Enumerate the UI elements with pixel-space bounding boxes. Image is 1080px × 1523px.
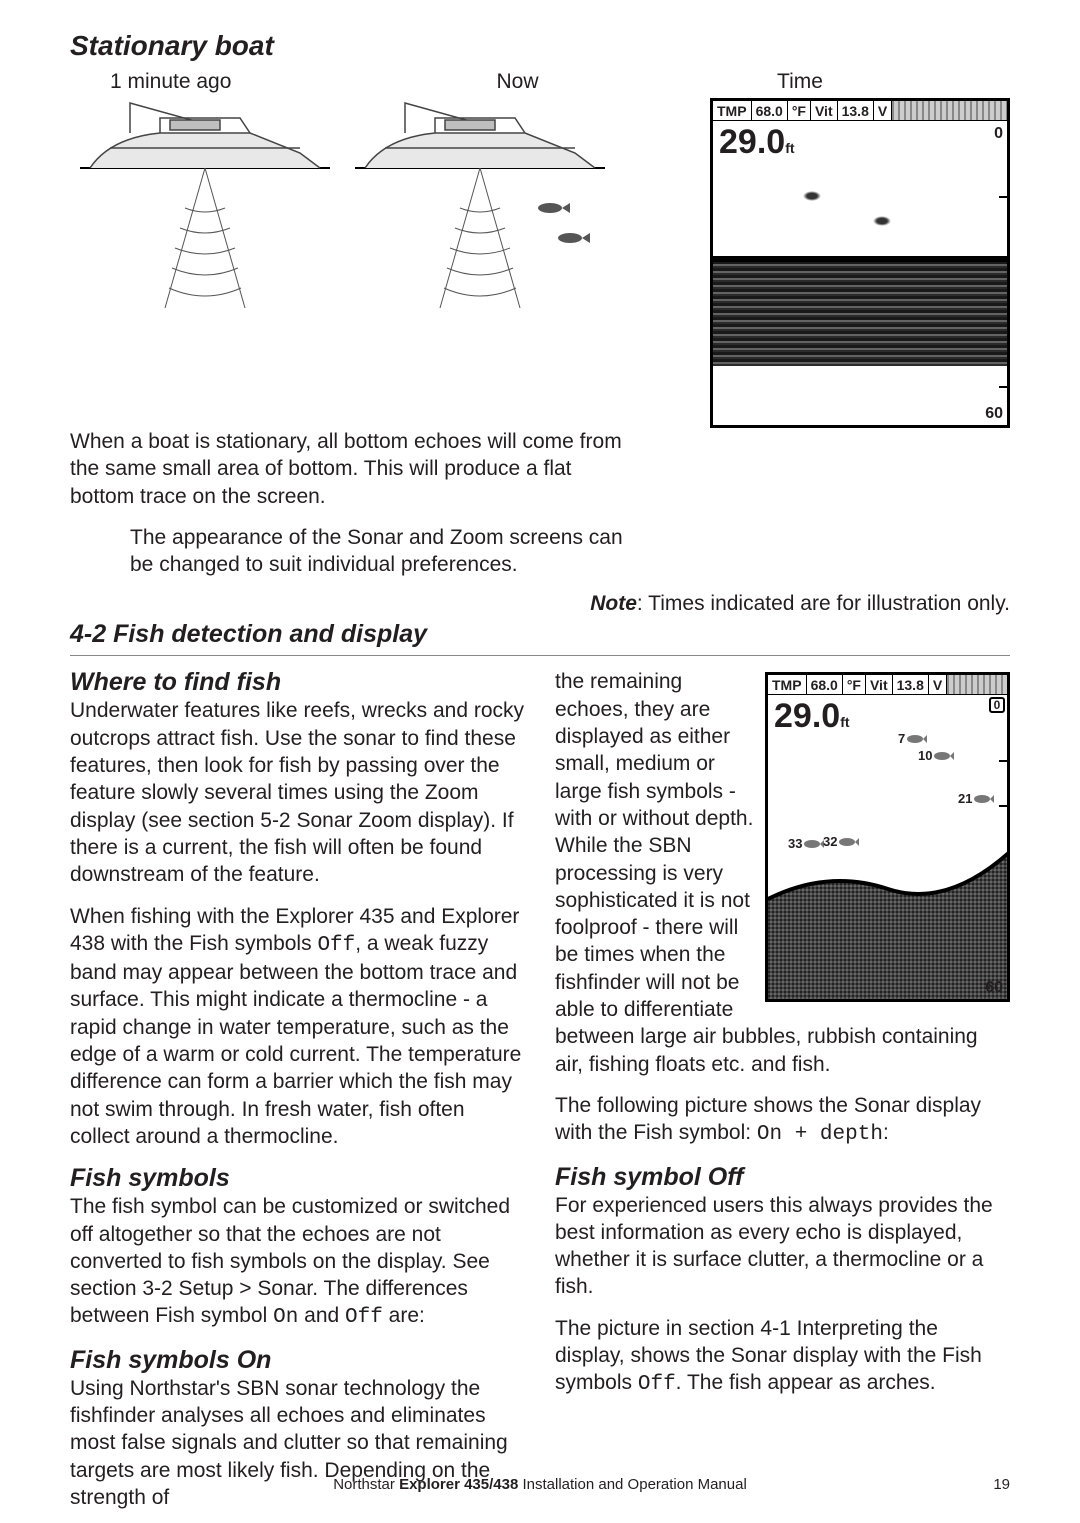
sonar2-status-icons (947, 675, 1007, 694)
note-text: : Times indicated are for illustration o… (637, 592, 1010, 615)
sonar2-speed-label: Vit (866, 675, 893, 694)
fishoff-code: Off (638, 1373, 676, 1396)
boat-1-minute-ago (70, 98, 335, 318)
footer-a: Northstar (333, 1476, 399, 1493)
sonar1-depth: 29.0 ft (713, 121, 1007, 164)
fish-symbol-off-heading: Fish symbol Off (555, 1163, 1010, 1192)
fishoff-paragraph-2: The picture in section 4-1 Interpreting … (555, 1315, 1010, 1399)
label-now: Now (315, 70, 620, 94)
sonar2-speed-unit: V (929, 675, 947, 694)
section-4-2-heading: 4-2 Fish detection and display (70, 620, 1010, 649)
sonar2-bottom (768, 839, 1007, 999)
sonar1-tmp-label: TMP (713, 101, 752, 120)
stationary-boat-heading: Stationary boat (70, 30, 1010, 62)
note-label: Note (590, 592, 637, 615)
column-left: Where to find fish Underwater features l… (70, 668, 525, 1511)
column-right: TMP 68.0 °F Vit 13.8 V 29.0 ft 0 7102133… (555, 668, 1010, 1511)
sonar1-echo-1 (803, 191, 821, 201)
sonar-display-2: TMP 68.0 °F Vit 13.8 V 29.0 ft 0 7102133… (765, 672, 1010, 1002)
boat-illustration-panel: 1 minute ago Now (70, 70, 620, 318)
fish-symbol: 21 (958, 790, 994, 808)
sonar2-depth-unit: ft (840, 714, 849, 730)
sonar2-tick-2 (999, 805, 1007, 807)
sonar1-scale-60: 60 (985, 405, 1003, 423)
footer-c: Installation and Operation Manual (518, 1476, 746, 1493)
sonar2-tmp-val: 68.0 (807, 675, 843, 694)
where-p2-b: , a weak fuzzy band may appear between t… (70, 932, 521, 1148)
fish-symbols-paragraph: The fish symbol can be customized or swi… (70, 1193, 525, 1331)
where-paragraph-2: When fishing with the Explorer 435 and E… (70, 903, 525, 1151)
sonar2-tmp-unit: °F (843, 675, 866, 694)
fishsym-end: are: (383, 1304, 425, 1327)
stationary-caption-block: When a boat is stationary, all bottom ec… (70, 428, 630, 578)
sonar2-speed-val: 13.8 (893, 675, 929, 694)
boat-pair (70, 98, 620, 318)
note-line: Note: Times indicated are for illustrati… (70, 592, 1010, 616)
col2-code: On + depth (757, 1123, 883, 1146)
label-1-minute-ago: 1 minute ago (70, 70, 315, 94)
sonar1-depth-val: 29.0 (719, 123, 785, 162)
sonar1-tmp-unit: °F (788, 101, 811, 120)
fishoff-paragraph-1: For experienced users this always provid… (555, 1192, 1010, 1301)
col2-paragraph-2: The following picture shows the Sonar di… (555, 1092, 1010, 1149)
col2-p2b: : (883, 1121, 889, 1144)
sonar1-header: TMP 68.0 °F Vit 13.8 V (713, 101, 1007, 121)
sonar1-depth-unit: ft (785, 140, 794, 156)
sonar2-scale-0: 0 (989, 697, 1005, 713)
sonar1-status-icons (892, 101, 1007, 120)
where-to-find-fish-heading: Where to find fish (70, 668, 525, 697)
boat-time-labels: 1 minute ago Now (70, 70, 620, 94)
top-figure-row: 1 minute ago Now (70, 70, 1010, 428)
sonar1-bottom-band (713, 256, 1007, 366)
fishsym-mid: and (298, 1304, 345, 1327)
sonar1-echo-2 (873, 216, 891, 226)
sonar-screenshot-panel: Time TMP 68.0 °F Vit 13.8 V 29.0 ft 0 60 (630, 70, 1010, 428)
footer-b: Explorer 435/438 (399, 1476, 518, 1493)
page-footer: Northstar Explorer 435/438 Installation … (70, 1476, 1010, 1493)
section-rule (70, 655, 1010, 656)
stationary-caption-2: The appearance of the Sonar and Zoom scr… (130, 524, 630, 579)
footer-text: Northstar Explorer 435/438 Installation … (70, 1476, 1010, 1493)
col2-p1a: the remaining echoes, they are displayed… (555, 670, 753, 911)
sonar2-tmp-label: TMP (768, 675, 807, 694)
where-paragraph-1: Underwater features like reefs, wrecks a… (70, 697, 525, 888)
sonar1-tick-3 (999, 386, 1007, 388)
two-column-layout: Where to find fish Underwater features l… (70, 668, 1010, 1511)
fish-symbol: 7 (898, 730, 927, 748)
fishsym-on: On (273, 1306, 298, 1329)
sonar1-speed-val: 13.8 (838, 101, 874, 120)
sonar1-tmp-val: 68.0 (752, 101, 788, 120)
fish-symbols-heading: Fish symbols (70, 1164, 525, 1193)
sonar1-scale-0: 0 (994, 125, 1003, 143)
sonar2-depth: 29.0 ft (768, 695, 1007, 738)
label-time: Time (630, 70, 1010, 94)
sonar1-tick-1 (999, 196, 1007, 198)
stationary-caption-1: When a boat is stationary, all bottom ec… (70, 428, 630, 510)
fishoff-p2b: . The fish appear as arches. (676, 1371, 936, 1394)
sonar2-scale-60: 60 (985, 979, 1003, 997)
fishsym-off: Off (345, 1306, 383, 1329)
sonar-display-1: TMP 68.0 °F Vit 13.8 V 29.0 ft 0 60 (710, 98, 1010, 428)
boat-now (345, 98, 610, 318)
sonar1-speed-label: Vit (811, 101, 838, 120)
where-p2-code: Off (317, 934, 355, 957)
sonar2-tick-1 (999, 760, 1007, 762)
fish-symbols-on-heading: Fish symbols On (70, 1346, 525, 1375)
sonar1-speed-unit: V (874, 101, 892, 120)
sonar2-header: TMP 68.0 °F Vit 13.8 V (768, 675, 1007, 695)
fish-symbol: 10 (918, 747, 954, 765)
page-number: 19 (993, 1476, 1010, 1493)
sonar2-depth-val: 29.0 (774, 697, 840, 736)
